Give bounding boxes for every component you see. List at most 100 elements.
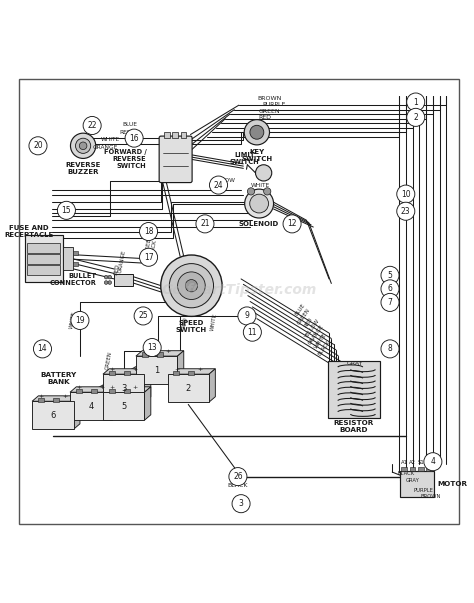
Text: RESISTOR
BOARD: RESISTOR BOARD [334, 420, 374, 433]
Text: RED: RED [113, 263, 120, 275]
Text: GREEN: GREEN [145, 234, 153, 253]
Text: BULLET
CONNECTOR: BULLET CONNECTOR [50, 273, 97, 286]
Circle shape [34, 340, 52, 358]
Text: WHITE: WHITE [210, 312, 218, 331]
Text: ORANGE: ORANGE [118, 250, 127, 274]
Circle shape [381, 280, 399, 298]
Text: 26: 26 [233, 472, 243, 481]
Text: 13: 13 [147, 343, 157, 352]
Circle shape [108, 281, 111, 285]
Text: 1: 1 [154, 365, 159, 374]
Text: WHITE: WHITE [100, 137, 120, 142]
Bar [114, 274, 133, 286]
Text: 3: 3 [121, 384, 127, 393]
Text: 6: 6 [388, 285, 392, 294]
Bar [181, 131, 186, 138]
Text: S1: S1 [418, 460, 425, 465]
Bar [109, 388, 115, 393]
Text: 18: 18 [144, 227, 153, 236]
Text: +: + [38, 394, 44, 399]
Text: GRAY: GRAY [347, 361, 364, 366]
Circle shape [29, 137, 47, 155]
Text: 9: 9 [245, 311, 249, 320]
Text: 3: 3 [238, 499, 244, 508]
Circle shape [232, 494, 250, 513]
Bar [91, 388, 97, 393]
Circle shape [397, 185, 415, 203]
Text: RED: RED [181, 316, 188, 328]
Circle shape [71, 311, 89, 329]
Circle shape [79, 142, 87, 150]
Text: 25: 25 [138, 311, 148, 320]
Polygon shape [32, 396, 80, 401]
Text: ORANGE: ORANGE [93, 145, 118, 150]
Text: +: + [166, 349, 171, 354]
Text: ORANGE: ORANGE [308, 324, 325, 346]
Circle shape [134, 307, 152, 325]
Text: PURPLE: PURPLE [414, 488, 434, 493]
Text: BLACK: BLACK [150, 239, 158, 257]
Bar [38, 397, 44, 402]
Text: LIMIT
SWITCH: LIMIT SWITCH [229, 152, 259, 165]
Polygon shape [145, 369, 151, 402]
Circle shape [161, 255, 222, 317]
Text: 22: 22 [87, 121, 97, 130]
Bar [167, 374, 209, 402]
Bar [136, 356, 177, 384]
Polygon shape [177, 351, 184, 384]
Text: +: + [109, 367, 115, 372]
Polygon shape [209, 369, 215, 402]
Polygon shape [167, 369, 215, 374]
Bar [173, 131, 178, 138]
Circle shape [125, 129, 143, 147]
Circle shape [169, 264, 213, 308]
Circle shape [407, 109, 425, 127]
Bar [427, 467, 432, 471]
Bar [400, 471, 434, 497]
Text: A2: A2 [409, 460, 416, 465]
Text: +: + [76, 385, 82, 390]
Text: 12: 12 [287, 219, 297, 229]
Polygon shape [103, 387, 151, 392]
Text: SOLENOID: SOLENOID [239, 221, 279, 227]
Text: BROWN: BROWN [420, 494, 441, 499]
Polygon shape [73, 396, 80, 429]
Circle shape [407, 93, 425, 111]
Text: GREEN: GREEN [105, 350, 113, 370]
Bar [164, 131, 170, 138]
Text: WHITE: WHITE [313, 332, 328, 350]
Bar [401, 467, 407, 471]
Text: 8: 8 [388, 344, 392, 353]
Circle shape [143, 338, 161, 356]
Circle shape [75, 138, 91, 153]
Text: 21: 21 [200, 219, 210, 229]
Bar [189, 371, 194, 375]
Polygon shape [103, 369, 151, 374]
Text: RED: RED [258, 115, 272, 120]
Bar [32, 401, 73, 429]
Text: BLACK: BLACK [228, 483, 248, 488]
Bar [157, 353, 163, 357]
Bar [73, 262, 78, 267]
Bar [109, 371, 115, 375]
Text: 16: 16 [129, 134, 139, 143]
Polygon shape [145, 387, 151, 420]
Circle shape [381, 340, 399, 358]
Circle shape [210, 176, 228, 194]
Circle shape [243, 323, 261, 341]
Bar [173, 371, 179, 375]
Text: FORWARD /
REVERSE
SWITCH: FORWARD / REVERSE SWITCH [103, 150, 146, 169]
Text: +: + [142, 349, 148, 354]
Circle shape [283, 215, 301, 233]
Text: 23: 23 [401, 207, 410, 216]
Circle shape [139, 223, 157, 241]
Bar [27, 254, 60, 264]
Circle shape [57, 201, 75, 219]
Text: YELLOW: YELLOW [304, 318, 321, 339]
Text: 11: 11 [247, 327, 257, 336]
Text: BLUE: BLUE [294, 303, 306, 317]
Bar [73, 251, 78, 256]
Text: BLACK: BLACK [318, 339, 332, 356]
Text: 10: 10 [401, 189, 410, 198]
Bar [103, 392, 145, 420]
